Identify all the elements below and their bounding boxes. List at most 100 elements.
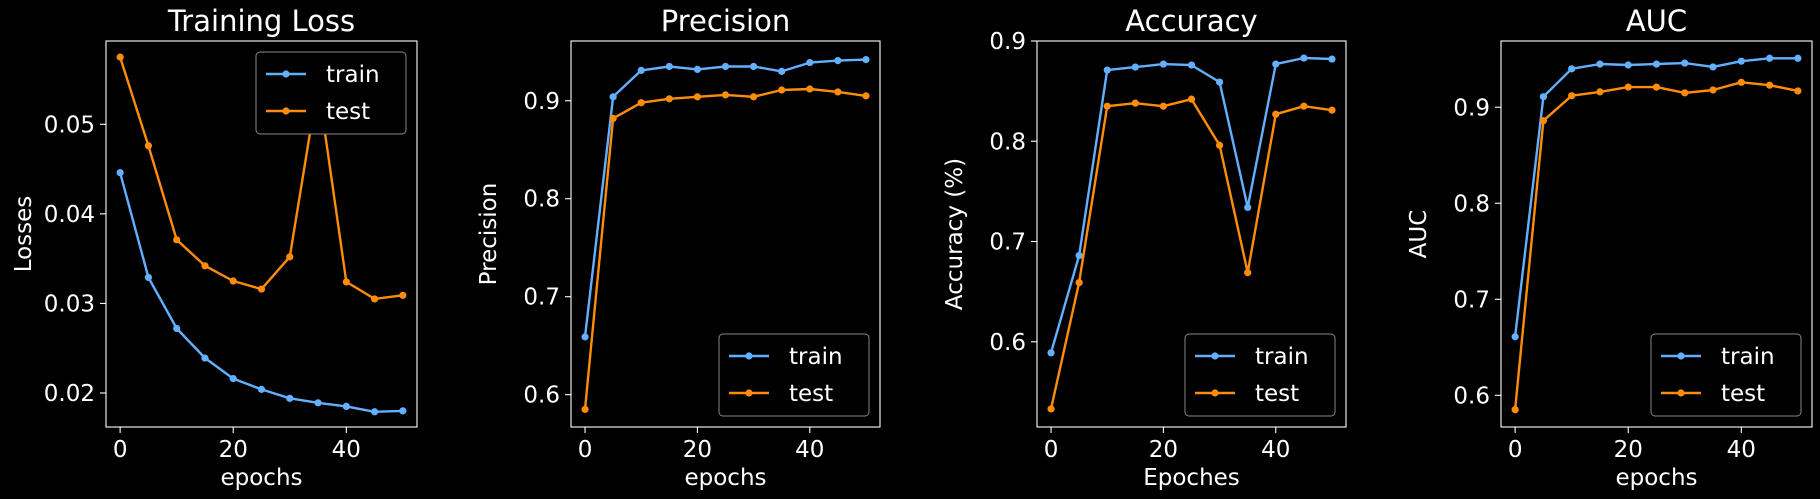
y-tick-label: 0.7: [1453, 287, 1490, 313]
chart-panel: AUC 0 20 40 0.6 0.7 0.8 0.9 epochs AUC train test: [1406, 4, 1813, 491]
legend-marker-train: [745, 352, 753, 360]
data-point: [665, 95, 673, 103]
data-point: [1624, 61, 1632, 69]
y-tick-label: 0.05: [44, 112, 95, 138]
data-point: [609, 93, 617, 101]
data-point: [1215, 78, 1224, 86]
y-tick-label: 0.9: [523, 89, 560, 115]
axes-frame: [1036, 40, 1347, 428]
data-point: [1511, 333, 1519, 341]
data-point: [1568, 92, 1576, 100]
data-point: [173, 324, 181, 333]
data-point: [370, 295, 379, 303]
data-point: [399, 407, 407, 415]
data-point: [1272, 110, 1280, 118]
x-axis-label: epochs: [684, 465, 766, 491]
y-tick-label: 0.9: [989, 29, 1026, 55]
x-tick-label: 20: [1614, 437, 1643, 463]
data-point: [286, 253, 294, 261]
data-point: [806, 85, 814, 93]
series-train: [1047, 54, 1336, 357]
data-point: [1244, 203, 1252, 212]
x-tick-label: 0: [1508, 437, 1523, 463]
series-train: [1511, 54, 1802, 341]
data-point: [1765, 81, 1774, 89]
x-tick-label: 40: [1727, 437, 1756, 463]
legend-label-train: train: [326, 62, 380, 88]
data-point: [1539, 117, 1548, 125]
y-tick-label: 0.8: [1453, 191, 1490, 217]
data-point: [834, 56, 842, 65]
y-axis-label: Accuracy (%): [942, 158, 968, 310]
chart-panel: Training Loss 0 20 40 0.02 0.03 0.04 0.05 epochs…: [11, 4, 418, 491]
data-point: [1047, 349, 1055, 357]
data-point: [1131, 99, 1139, 107]
legend: train test: [1650, 333, 1802, 417]
data-point: [1794, 54, 1802, 62]
data-point: [1187, 95, 1196, 103]
data-point: [1075, 279, 1083, 287]
legend-label-test: test: [1255, 381, 1299, 407]
data-point: [1568, 65, 1576, 73]
data-point: [1047, 405, 1055, 413]
x-axis-label: epochs: [1615, 465, 1697, 491]
chart-panels: Training Loss 0 20 40 0.02 0.03 0.04 0.05 epochs…: [11, 4, 1813, 491]
data-point: [342, 402, 350, 411]
data-point: [314, 399, 322, 407]
data-point: [257, 385, 266, 393]
data-point: [778, 86, 786, 94]
y-axis-label: AUC: [1406, 210, 1432, 259]
legend-label-test: test: [326, 99, 370, 125]
y-tick-label: 0.8: [989, 129, 1026, 155]
chart-title: Precision: [661, 4, 790, 38]
legend-label-test: test: [1721, 381, 1765, 407]
data-point: [693, 93, 702, 101]
data-point: [1737, 57, 1745, 65]
data-point: [778, 67, 786, 75]
data-point: [1272, 60, 1280, 68]
data-point: [862, 92, 870, 100]
data-point: [581, 405, 589, 413]
y-tick-label: 0.7: [523, 285, 560, 311]
data-point: [637, 99, 645, 107]
data-point: [229, 375, 237, 383]
legend-label-train: train: [789, 344, 843, 370]
x-tick-label: 20: [683, 437, 712, 463]
data-point: [693, 65, 702, 74]
y-axis-label: Precision: [476, 183, 502, 286]
legend-marker-test: [282, 107, 290, 115]
x-tick-label: 40: [1261, 437, 1290, 463]
data-point: [116, 53, 124, 61]
y-tick-label: 0.8: [523, 187, 560, 213]
data-point: [637, 66, 645, 74]
data-point: [862, 56, 870, 64]
series-train: [116, 169, 407, 416]
data-point: [1596, 60, 1604, 68]
y-tick-label: 0.7: [989, 230, 1026, 256]
series-train: [581, 56, 870, 341]
data-point: [1765, 54, 1774, 62]
x-tick-label: 40: [795, 437, 824, 463]
legend: train test: [255, 51, 407, 135]
axes-frame: [105, 40, 418, 428]
legend: train test: [1184, 333, 1336, 417]
data-point: [1511, 406, 1519, 414]
legend-frame: [1650, 333, 1802, 417]
y-tick-label: 0.03: [44, 291, 95, 317]
axes-frame: [1500, 40, 1813, 428]
data-point: [749, 62, 758, 71]
x-axis-label: Epoches: [1143, 465, 1240, 491]
data-point: [721, 62, 730, 71]
data-point: [1075, 251, 1083, 260]
legend-label-train: train: [1255, 344, 1309, 370]
data-point: [1681, 59, 1689, 67]
legend: train test: [718, 333, 870, 417]
x-tick-label: 40: [332, 437, 361, 463]
data-point: [1215, 141, 1224, 149]
data-point: [229, 277, 237, 285]
x-axis-label: epochs: [220, 465, 302, 491]
data-point: [173, 236, 181, 244]
data-point: [257, 285, 266, 293]
x-tick-label: 0: [1044, 437, 1059, 463]
